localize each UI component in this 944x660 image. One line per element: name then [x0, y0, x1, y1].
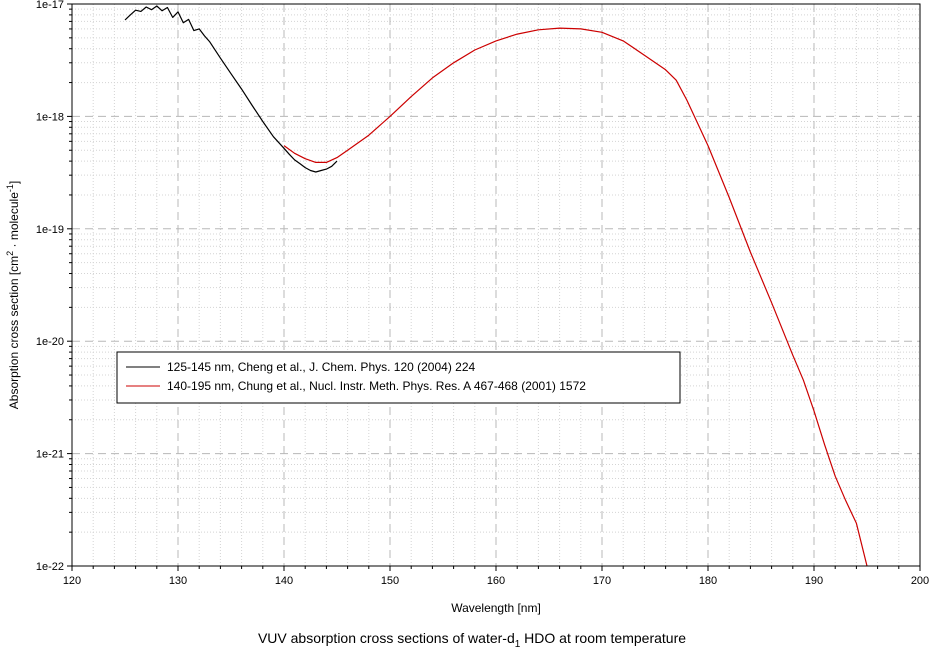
x-tick-label: 150: [381, 575, 399, 587]
caption-rest: HDO at room temperature: [520, 630, 687, 646]
y-tick-label: 1e-17: [36, 0, 64, 11]
x-tick-label: 190: [805, 575, 823, 587]
x-tick-label: 180: [699, 575, 717, 587]
legend-label-cheng: 125-145 nm, Cheng et al., J. Chem. Phys.…: [167, 360, 476, 374]
x-tick-label: 140: [275, 575, 293, 587]
x-tick-label: 200: [911, 575, 929, 587]
x-tick-label: 120: [63, 575, 81, 587]
legend-label-chung: 140-195 nm, Chung et al., Nucl. Instr. M…: [167, 379, 586, 393]
figure-caption: VUV absorption cross sections of water-d…: [0, 630, 944, 650]
y-tick-label: 1e-21: [36, 449, 64, 461]
tick-group: 120 130 140 150 160 170 180 190 200 1e-22 1e-21 1e-…: [36, 0, 929, 587]
chart: 120 130 140 150 160 170 180 190 200 1e-22 1e-21 1e-…: [5, 0, 929, 615]
series-line-chung: [283, 27, 868, 567]
series-group: [124, 5, 868, 567]
y-tick-label: 1e-20: [36, 336, 64, 348]
x-axis-label: Wavelength [nm]: [451, 601, 541, 615]
caption-subscript: 1: [514, 638, 521, 650]
caption-main: VUV absorption cross sections of water-d: [257, 630, 515, 646]
y-tick-label: 1e-18: [36, 111, 64, 123]
x-tick-label: 170: [593, 575, 611, 587]
y-tick-label: 1e-22: [36, 561, 64, 573]
x-tick-label: 160: [487, 575, 505, 587]
legend: 125-145 nm, Cheng et al., J. Chem. Phys.…: [116, 351, 681, 404]
legend-box: [116, 351, 681, 404]
x-tick-label: 130: [169, 575, 187, 587]
y-tick-label: 1e-19: [36, 224, 64, 236]
series-line-cheng: [124, 5, 338, 173]
y-axis-label: Absorption cross section [cm2 · molecule…: [5, 181, 21, 409]
